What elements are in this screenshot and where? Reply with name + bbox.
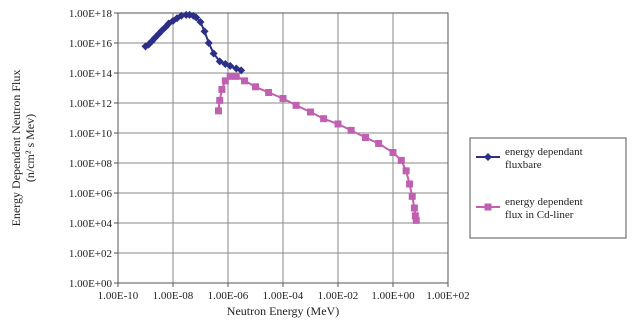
- y-tick-label: 1.00E+08: [69, 158, 113, 170]
- data-point: [292, 101, 300, 109]
- data-point: [408, 192, 416, 200]
- data-point: [209, 49, 218, 58]
- x-tick-label: 1.00E-10: [98, 290, 139, 302]
- data-point: [265, 89, 273, 97]
- y-axis-title-line-1: Energy Dependent Neutron Flux: [9, 70, 23, 227]
- data-point: [347, 126, 355, 134]
- y-tick-label: 1.00E+10: [69, 128, 113, 140]
- legend-label: energy dependant fluxbare: [505, 146, 583, 171]
- data-point: [221, 77, 229, 85]
- data-point: [412, 216, 420, 224]
- legend-entry-1: energy dependant fluxbare: [476, 146, 583, 171]
- data-point: [402, 167, 410, 175]
- x-tick-label: 1.00E+02: [426, 290, 469, 302]
- y-tick-label: 1.00E+06: [69, 188, 113, 200]
- data-point: [410, 204, 418, 212]
- y-tick-label: 1.00E+18: [69, 8, 113, 20]
- data-point: [362, 134, 369, 142]
- series-2: [214, 72, 420, 224]
- legend-label: energy dependent flux in Cd-liner: [505, 196, 583, 221]
- legend-marker-square: [484, 203, 492, 211]
- x-tick-label: 1.00E-02: [318, 290, 359, 302]
- y-axis-title-line-2: (n/cm² s Mev): [23, 114, 37, 182]
- data-point: [411, 212, 419, 220]
- x-tick-labels: 1.00E-10 1.00E-08 1.00E-06 1.00E-04 1.00E-02…: [98, 290, 470, 302]
- y-tick-label: 1.00E+14: [69, 68, 113, 80]
- data-point: [375, 139, 383, 147]
- data-point: [389, 149, 397, 157]
- data-point: [397, 156, 405, 164]
- series-1: [141, 10, 246, 75]
- data-point: [200, 27, 209, 36]
- data-point: [218, 85, 226, 93]
- data-point: [279, 94, 287, 102]
- y-tick-label: 1.00E+00: [69, 278, 113, 290]
- axes: [114, 12, 449, 287]
- data-point: [196, 18, 205, 27]
- x-axis-title: Neutron Energy (MeV): [227, 304, 339, 318]
- y-tick-label: 1.00E+12: [69, 98, 112, 110]
- data-point: [237, 66, 246, 75]
- x-tick-label: 1.00E-06: [208, 290, 249, 302]
- data-point: [241, 77, 249, 85]
- data-point: [215, 57, 224, 66]
- legend: energy dependant fluxbare energy dependent…: [469, 137, 627, 239]
- data-point: [406, 180, 414, 188]
- data-point: [192, 13, 201, 22]
- data-point: [214, 107, 222, 115]
- legend-entry-2: energy dependent flux in Cd-liner: [476, 196, 583, 221]
- series-layer: [141, 10, 420, 224]
- data-point: [320, 115, 328, 123]
- data-point: [334, 120, 342, 128]
- data-point: [232, 72, 240, 80]
- data-point: [216, 96, 224, 104]
- y-tick-label: 1.00E+02: [69, 248, 112, 260]
- x-tick-label: 1.00E-04: [263, 290, 304, 302]
- y-tick-labels: 1.00E+00 1.00E+02 1.00E+04 1.00E+06 1.00E+08…: [69, 8, 113, 290]
- data-point: [252, 83, 259, 91]
- x-tick-label: 1.00E-08: [153, 290, 194, 302]
- legend-box: [469, 137, 627, 239]
- data-point: [226, 61, 235, 70]
- data-point: [204, 39, 213, 47]
- data-point: [307, 108, 314, 116]
- data-point: [226, 72, 234, 80]
- legend-marker-diamond: [484, 153, 492, 161]
- x-tick-label: 1.00E+00: [371, 290, 415, 302]
- y-tick-label: 1.00E+16: [69, 38, 113, 50]
- axis-titles: Neutron Energy (MeV) Energy Dependent Ne…: [9, 70, 339, 318]
- y-tick-label: 1.00E+04: [69, 218, 113, 230]
